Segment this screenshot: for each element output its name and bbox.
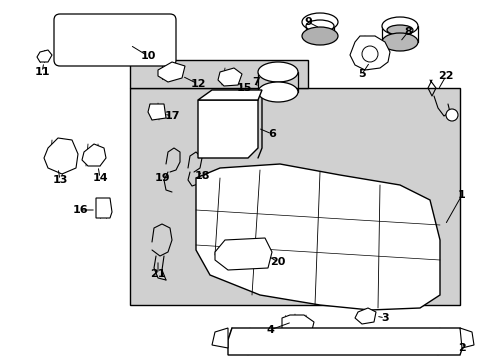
- Polygon shape: [218, 68, 242, 86]
- Ellipse shape: [258, 62, 297, 82]
- Text: 1: 1: [457, 190, 465, 200]
- Ellipse shape: [361, 46, 377, 62]
- Polygon shape: [37, 50, 52, 62]
- Polygon shape: [158, 62, 184, 82]
- Ellipse shape: [258, 82, 297, 102]
- Text: 8: 8: [403, 27, 411, 37]
- Ellipse shape: [302, 27, 337, 45]
- Text: 13: 13: [52, 175, 67, 185]
- Text: 7: 7: [252, 77, 259, 87]
- Polygon shape: [44, 138, 78, 174]
- Ellipse shape: [302, 13, 337, 31]
- Text: 3: 3: [381, 313, 388, 323]
- Text: 18: 18: [194, 171, 209, 181]
- Text: 21: 21: [150, 269, 165, 279]
- Text: 14: 14: [92, 173, 107, 183]
- Polygon shape: [282, 315, 313, 340]
- Polygon shape: [198, 100, 258, 158]
- Polygon shape: [198, 90, 262, 100]
- Text: 4: 4: [265, 325, 273, 335]
- Ellipse shape: [381, 33, 417, 51]
- Polygon shape: [459, 328, 473, 348]
- Polygon shape: [212, 328, 227, 348]
- Text: 16: 16: [72, 205, 88, 215]
- Polygon shape: [215, 238, 271, 270]
- Text: 5: 5: [357, 69, 365, 79]
- Text: 15: 15: [236, 83, 251, 93]
- Ellipse shape: [305, 20, 333, 32]
- Bar: [130, 88, 459, 305]
- Text: 11: 11: [34, 67, 50, 77]
- Text: 10: 10: [140, 51, 155, 61]
- Text: 12: 12: [190, 79, 205, 89]
- Text: 19: 19: [154, 173, 169, 183]
- Text: 20: 20: [270, 257, 285, 267]
- Text: 9: 9: [304, 17, 311, 27]
- Bar: [130, 60, 307, 88]
- Text: 17: 17: [164, 111, 180, 121]
- Ellipse shape: [386, 25, 412, 35]
- Text: 6: 6: [267, 129, 275, 139]
- Polygon shape: [196, 164, 439, 310]
- Polygon shape: [349, 36, 389, 70]
- Text: 22: 22: [437, 71, 453, 81]
- Polygon shape: [148, 104, 165, 120]
- Text: 2: 2: [457, 343, 465, 353]
- Polygon shape: [96, 198, 112, 218]
- Ellipse shape: [381, 17, 417, 35]
- Polygon shape: [82, 144, 106, 166]
- Polygon shape: [227, 328, 464, 355]
- Ellipse shape: [445, 109, 457, 121]
- FancyBboxPatch shape: [54, 14, 176, 66]
- Polygon shape: [354, 308, 375, 324]
